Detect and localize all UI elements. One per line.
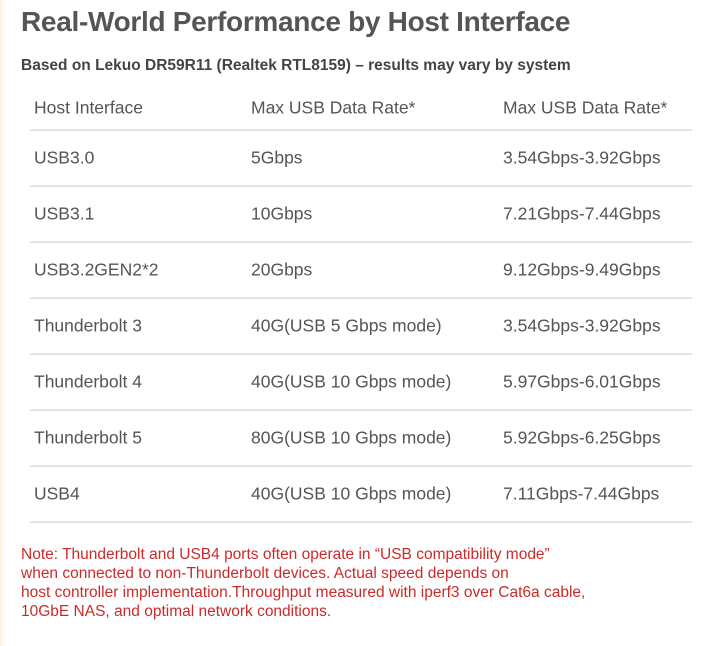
table-row: Thunderbolt 3 40G(USB 5 Gbps mode) 3.54G… [30,299,692,355]
cell-interface: Thunderbolt 3 [34,315,142,336]
cell-interface: USB3.0 [34,147,95,168]
table-row: USB3.1 10Gbps 7.21Gbps-7.44Gbps [30,187,692,243]
cell-interface: Thunderbolt 4 [34,371,142,392]
cell-measured-rate: 3.54Gbps-3.92Gbps [503,147,661,168]
footnote: Note: Thunderbolt and USB4 ports often o… [21,545,711,621]
cell-interface: USB3.2GEN2*2 [34,259,159,280]
cell-measured-rate: 7.11Gbps-7.44Gbps [503,483,660,504]
cell-max-rate: 10Gbps [251,203,313,224]
cell-max-rate: 40G(USB 5 Gbps mode) [251,315,442,336]
cell-max-rate: 20Gbps [251,259,313,280]
header-max-usb-data-rate: Max USB Data Rate* [251,97,416,118]
cell-measured-rate: 5.97Gbps-6.01Gbps [503,371,661,392]
cell-interface: Thunderbolt 5 [34,427,142,448]
cell-interface: USB3.1 [34,203,95,224]
performance-table: Host Interface Max USB Data Rate* Max US… [30,87,692,523]
header-host-interface: Host Interface [34,97,143,118]
table-row: Thunderbolt 5 80G(USB 10 Gbps mode) 5.92… [30,411,692,467]
footnote-line: host controller implementation.Throughpu… [21,584,586,601]
cell-max-rate: 80G(USB 10 Gbps mode) [251,427,452,448]
header-measured-rate: Max USB Data Rate* [503,97,668,118]
cell-interface: USB4 [34,483,80,504]
footnote-line: 10GbE NAS, and optimal network condition… [21,603,332,620]
cell-max-rate: 40G(USB 10 Gbps mode) [251,371,452,392]
left-edge-strip [0,0,3,646]
page-subtitle: Based on Lekuo DR59R11 (Realtek RTL8159)… [21,57,571,74]
table-row: USB3.0 5Gbps 3.54Gbps-3.92Gbps [30,131,692,187]
table-header-row: Host Interface Max USB Data Rate* Max US… [30,87,692,131]
footnote-line: when connected to non-Thunderbolt device… [21,565,509,582]
table-row: Thunderbolt 4 40G(USB 10 Gbps mode) 5.97… [30,355,692,411]
cell-measured-rate: 3.54Gbps-3.92Gbps [503,315,661,336]
cell-max-rate: 40G(USB 10 Gbps mode) [251,483,452,504]
cell-measured-rate: 9.12Gbps-9.49Gbps [503,259,661,280]
table-row: USB4 40G(USB 10 Gbps mode) 7.11Gbps-7.44… [30,467,692,523]
cell-measured-rate: 5.92Gbps-6.25Gbps [503,427,661,448]
table-row: USB3.2GEN2*2 20Gbps 9.12Gbps-9.49Gbps [30,243,692,299]
page-title: Real-World Performance by Host Interface [21,6,571,37]
cell-max-rate: 5Gbps [251,147,303,168]
footnote-line: Note: Thunderbolt and USB4 ports often o… [21,546,550,563]
cell-measured-rate: 7.21Gbps-7.44Gbps [503,203,661,224]
